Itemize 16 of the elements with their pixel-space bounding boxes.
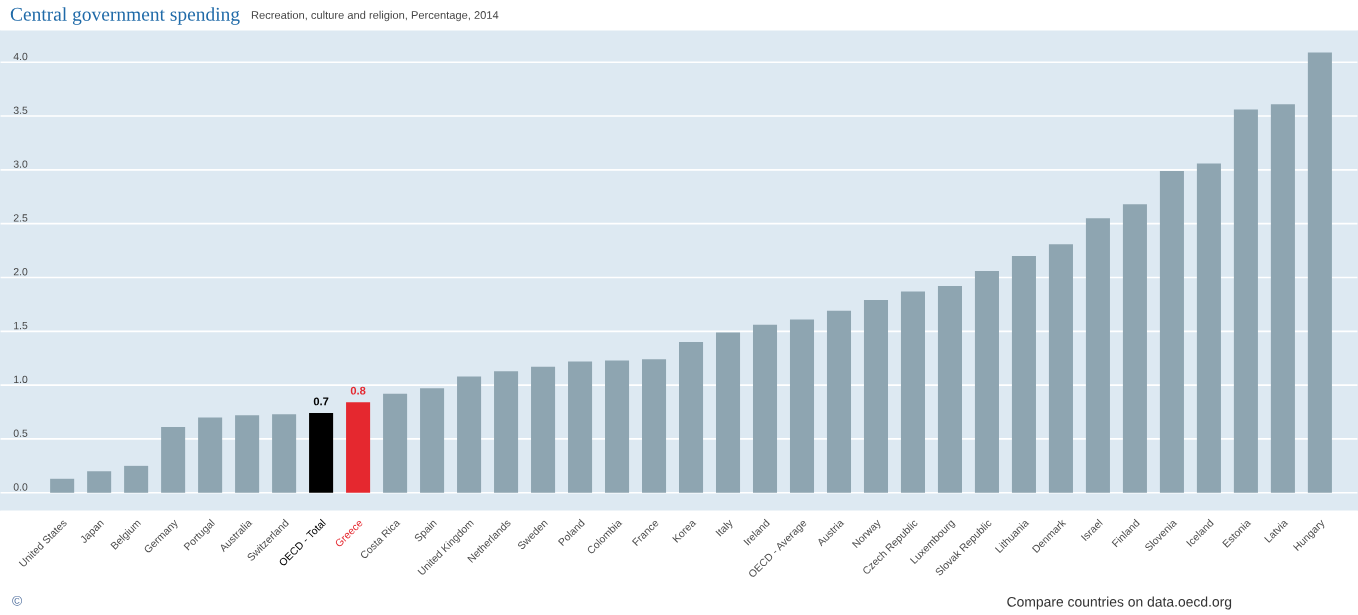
y-tick-label: 3.5 bbox=[13, 106, 28, 114]
y-tick-label: 2.5 bbox=[13, 214, 28, 222]
x-tick-label: Italy bbox=[715, 518, 735, 539]
chart-title: Central government spending bbox=[10, 7, 240, 25]
y-tick-label: 4.0 bbox=[13, 52, 28, 61]
chart-subtitle: Recreation, culture and religion, Percentage, 2014 bbox=[251, 10, 499, 22]
y-tick-label: 0.0 bbox=[13, 483, 28, 491]
y-tick-label: 1.0 bbox=[14, 375, 28, 384]
text: Compare countries on data.oecd.org bbox=[1007, 596, 1232, 610]
y-tick-label: 3.0 bbox=[13, 160, 28, 168]
data-label: 0.7 bbox=[313, 397, 329, 406]
y-tick-label: 1.5 bbox=[14, 321, 28, 330]
y-tick-label: 0.5 bbox=[13, 429, 28, 437]
data-label: 0.8 bbox=[350, 386, 366, 395]
text: © bbox=[12, 595, 23, 606]
y-tick-label: 2.0 bbox=[13, 268, 28, 276]
